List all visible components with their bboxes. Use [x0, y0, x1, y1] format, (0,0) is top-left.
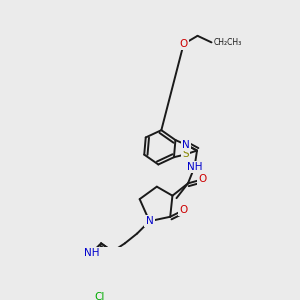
Text: Cl: Cl: [94, 292, 105, 300]
Text: O: O: [179, 205, 188, 215]
Text: O: O: [179, 39, 188, 49]
Text: N: N: [146, 216, 153, 226]
Text: S: S: [182, 149, 189, 159]
Text: N: N: [182, 140, 190, 150]
Text: NH: NH: [187, 162, 202, 172]
Text: NH: NH: [83, 248, 99, 258]
Text: O: O: [199, 174, 207, 184]
Text: CH₂CH₃: CH₂CH₃: [214, 38, 242, 47]
